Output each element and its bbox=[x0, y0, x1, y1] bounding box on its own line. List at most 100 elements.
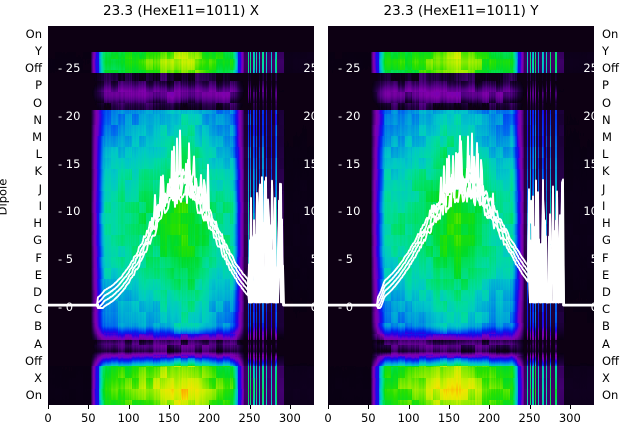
category-tick-label: H bbox=[33, 216, 42, 231]
category-tick-label: Off bbox=[25, 61, 42, 76]
x-tick-mark bbox=[48, 405, 49, 409]
category-tick-label: J bbox=[602, 181, 606, 196]
y-tick-label-inner: - 20 bbox=[338, 108, 361, 123]
x-axis-left: 0 50 100 150 200 250 300 bbox=[44, 405, 314, 439]
y-tick-label-inner: - 20 bbox=[58, 108, 81, 123]
y-tick-label-inner-right: 20 bbox=[583, 108, 594, 123]
x-tick-label: 300 bbox=[278, 411, 301, 425]
x-tick-mark bbox=[88, 405, 90, 409]
x-tick-label: 100 bbox=[397, 411, 420, 425]
category-tick-label: C bbox=[602, 302, 611, 317]
category-tick-label: N bbox=[602, 112, 611, 127]
x-tick-mark bbox=[328, 405, 329, 409]
category-tick-label: D bbox=[33, 285, 42, 300]
x-tick-label: 100 bbox=[117, 411, 140, 425]
y-tick-label-inner-right: 15 bbox=[583, 156, 594, 171]
category-tick-label: Off bbox=[25, 353, 42, 368]
y-tick-label-inner-right: 10 bbox=[303, 204, 314, 219]
x-tick-label: 150 bbox=[437, 411, 460, 425]
spectrogram-panel-y[interactable]: - 0 - 5 - 10 - 15 - 20 - 25 0 5 10 15 20 25 bbox=[328, 26, 594, 405]
category-tick-label: H bbox=[602, 216, 611, 231]
x-tick-mark bbox=[408, 405, 410, 409]
x-tick-label: 0 bbox=[44, 411, 52, 425]
y-tick-label-inner: - 15 bbox=[338, 156, 361, 171]
panel-title-left: 23.3 (HexE11=1011) X bbox=[102, 3, 259, 19]
category-tick-label: F bbox=[35, 250, 42, 265]
category-axis-left: On Y Off P O N M L K J I H G F E D C B A Off X On bbox=[0, 26, 46, 405]
panel-title-right: 23.3 (HexE11=1011) Y bbox=[383, 3, 539, 19]
category-tick-label: K bbox=[34, 164, 42, 179]
x-tick-mark bbox=[289, 405, 291, 409]
category-tick-label: M bbox=[602, 129, 612, 144]
category-tick-label: Off bbox=[602, 61, 619, 76]
category-tick-label: O bbox=[32, 95, 42, 110]
category-tick-label: On bbox=[25, 26, 42, 41]
x-tick-mark bbox=[249, 405, 251, 409]
heatmap-image-x bbox=[48, 26, 314, 405]
category-tick-label: A bbox=[34, 336, 42, 351]
y-tick-label-inner-right: 10 bbox=[583, 204, 594, 219]
x-tick-label: 0 bbox=[324, 411, 332, 425]
y-tick-label-inner-right: 15 bbox=[303, 156, 314, 171]
category-tick-label: M bbox=[32, 129, 42, 144]
category-tick-label: C bbox=[33, 302, 42, 317]
y-tick-label-inner-right: 20 bbox=[303, 108, 314, 123]
x-tick-mark bbox=[489, 405, 491, 409]
x-axis-right: 0 50 100 150 200 250 300 bbox=[324, 405, 594, 439]
category-tick-label: Y bbox=[602, 43, 610, 58]
y-tick-label-inner: - 0 bbox=[338, 300, 354, 314]
x-tick-label: 250 bbox=[238, 411, 261, 425]
category-tick-label: B bbox=[34, 319, 42, 334]
category-tick-label: Y bbox=[34, 43, 42, 58]
category-tick-label: X bbox=[602, 371, 610, 386]
y-tick-label-inner: - 15 bbox=[58, 156, 81, 171]
y-tick-label-inner-right: 0 bbox=[591, 300, 594, 314]
x-tick-label: 300 bbox=[558, 411, 581, 425]
category-tick-label: B bbox=[602, 319, 610, 334]
y-tick-label-inner-right: 5 bbox=[591, 252, 594, 266]
y-tick-label-inner: - 10 bbox=[58, 204, 81, 219]
x-tick-mark bbox=[569, 405, 571, 409]
category-tick-label: G bbox=[602, 233, 611, 248]
y-tick-label-inner-right: 5 bbox=[311, 252, 314, 266]
category-tick-label: E bbox=[34, 267, 42, 282]
y-tick-label-inner: - 10 bbox=[338, 204, 361, 219]
y-tick-label-inner: - 5 bbox=[338, 252, 354, 267]
spectrogram-panel-x[interactable]: - 0 - 5 - 10 - 15 - 20 - 25 0 5 10 15 20 25 bbox=[48, 26, 314, 405]
category-tick-label: I bbox=[602, 198, 606, 213]
y-tick-label-inner: - 0 bbox=[58, 300, 74, 314]
x-tick-mark bbox=[209, 405, 211, 409]
category-tick-label: Off bbox=[602, 353, 619, 368]
x-tick-label: 50 bbox=[360, 411, 376, 425]
category-tick-label: I bbox=[38, 198, 42, 213]
x-tick-mark bbox=[128, 405, 130, 409]
y-tick-label-inner-right: 25 bbox=[583, 61, 594, 75]
heatmap-image-y bbox=[328, 26, 594, 405]
category-tick-label: O bbox=[602, 95, 612, 110]
category-tick-label: X bbox=[34, 371, 42, 386]
y-tick-label-inner: - 25 bbox=[338, 61, 361, 75]
category-tick-label: L bbox=[35, 147, 42, 162]
x-tick-mark bbox=[529, 405, 531, 409]
category-tick-label: F bbox=[602, 250, 609, 265]
category-tick-label: G bbox=[33, 233, 42, 248]
category-axis-right: On Y Off P O N M L K J I H G F E D C B A Off X On bbox=[596, 26, 640, 405]
x-tick-label: 200 bbox=[198, 411, 221, 425]
category-tick-label: L bbox=[602, 147, 609, 162]
category-tick-label: K bbox=[602, 164, 610, 179]
y-tick-label-inner: - 25 bbox=[58, 61, 81, 75]
category-tick-label: D bbox=[602, 285, 611, 300]
category-tick-label: E bbox=[602, 267, 610, 282]
x-tick-mark bbox=[368, 405, 370, 409]
category-tick-label: A bbox=[602, 336, 610, 351]
category-tick-label: P bbox=[35, 78, 42, 93]
y-tick-label-inner-right: 25 bbox=[303, 61, 314, 75]
y-tick-label-inner: - 5 bbox=[58, 252, 74, 267]
y-tick-label-inner-right: 0 bbox=[311, 300, 314, 314]
x-tick-label: 200 bbox=[478, 411, 501, 425]
category-tick-label: J bbox=[38, 181, 42, 196]
category-tick-label: On bbox=[602, 26, 619, 41]
category-tick-label: P bbox=[602, 78, 609, 93]
x-tick-label: 50 bbox=[80, 411, 96, 425]
